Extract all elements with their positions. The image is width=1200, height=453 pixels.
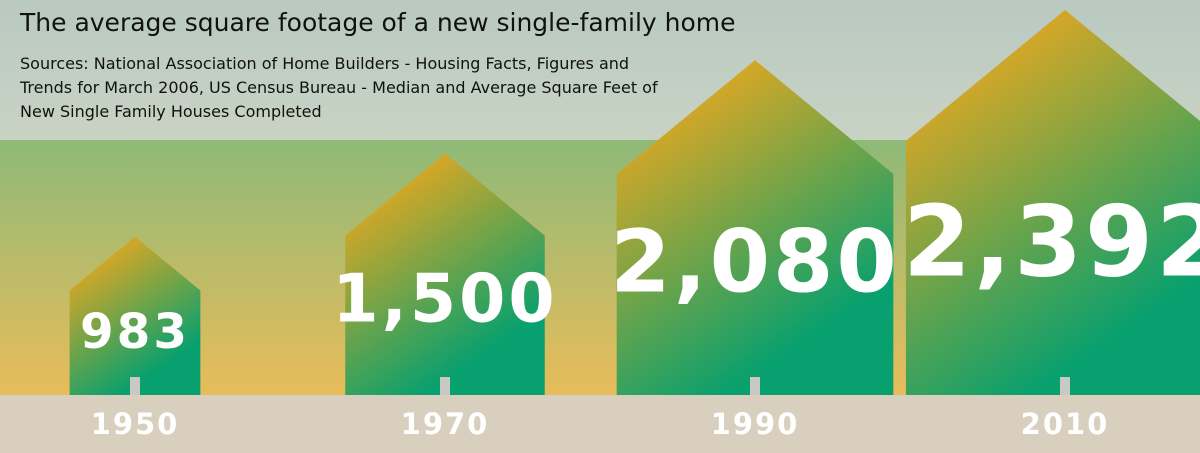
chimney-post xyxy=(1060,377,1070,395)
chart-title: The average square footage of a new sing… xyxy=(20,8,736,37)
chart-subtitle: Sources: National Association of Home Bu… xyxy=(20,54,658,121)
x-tick-label: 1990 xyxy=(711,407,800,441)
chimney-post xyxy=(130,377,140,395)
house xyxy=(616,60,894,396)
house xyxy=(345,153,545,395)
value-label: 983 xyxy=(80,304,190,360)
value-label: 2,080 xyxy=(610,212,900,313)
value-label: 1,500 xyxy=(332,259,557,337)
value-label: 2,392 xyxy=(903,186,1200,300)
x-tick-label: 1950 xyxy=(91,407,180,441)
x-tick-label: 1970 xyxy=(401,407,490,441)
chimney-post xyxy=(750,377,760,395)
house xyxy=(905,9,1200,395)
chimney-post xyxy=(440,377,450,395)
house xyxy=(69,236,201,395)
x-tick-label: 2010 xyxy=(1021,407,1110,441)
ground xyxy=(0,395,1200,453)
